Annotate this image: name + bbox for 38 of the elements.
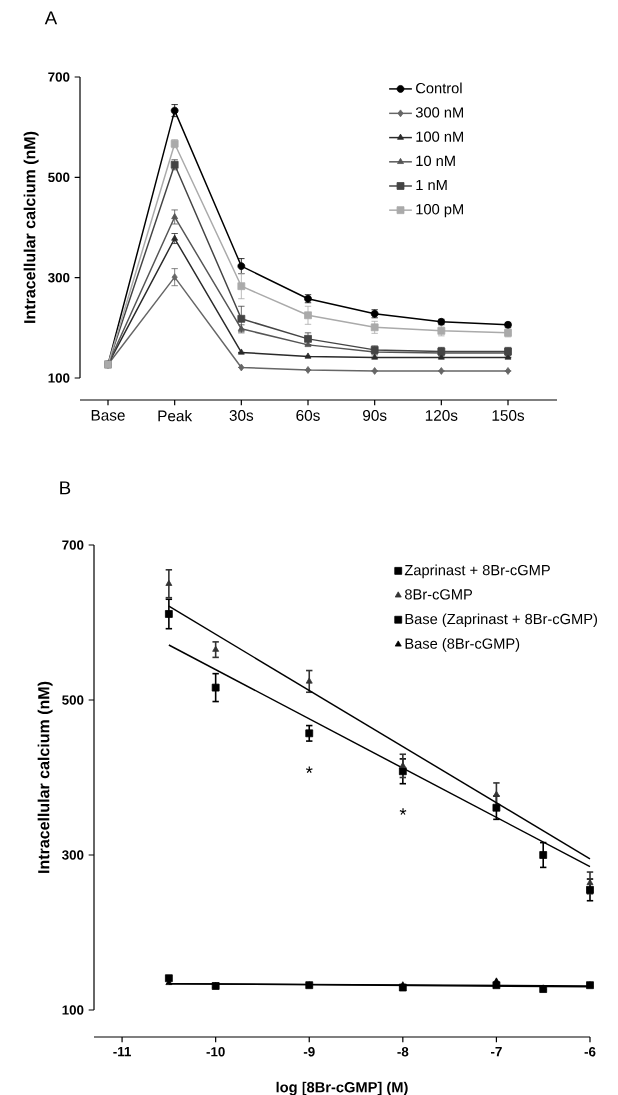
x-tick-label: -11	[113, 1047, 131, 1057]
x-tick-label: -9	[303, 1047, 315, 1057]
legend-label: Base (Zaprinast + 8Br-cGMP)	[405, 613, 598, 628]
x-tick-label: -8	[397, 1047, 409, 1057]
x-tick-label: -10	[206, 1047, 225, 1057]
y-tick-label: 700	[48, 72, 70, 82]
legend-label: 8Br-cGMP	[404, 589, 473, 600]
x-tick-label: 30s	[229, 410, 254, 421]
y-tick-label: 100	[62, 1005, 84, 1015]
y-axis-title: Intracellular calcium (nM)	[37, 681, 53, 873]
legend-label: 100 nM	[416, 131, 463, 142]
chart-title: B	[60, 481, 71, 495]
x-tick-label: Base	[91, 410, 125, 421]
x-tick-label: 90s	[363, 410, 387, 421]
annotation: *	[305, 766, 313, 773]
x-tick-label: Peak	[158, 410, 193, 422]
y-tick-label: 300	[62, 850, 84, 860]
legend-label: 1 nM	[416, 179, 447, 191]
legend-label: Base (8Br-cGMP)	[405, 638, 520, 652]
x-axis-title: log [8Br-cGMP] (M)	[276, 1081, 408, 1095]
x-tick-label: 120s	[425, 410, 458, 421]
x-tick-label: 60s	[296, 410, 320, 421]
legend-label: Control	[416, 82, 462, 94]
x-tick-label: -7	[491, 1047, 502, 1057]
y-tick-label: 100	[48, 373, 70, 383]
legend-label: 10 nM	[416, 155, 455, 167]
y-tick-label: 300	[48, 272, 70, 283]
x-tick-label: -6	[584, 1047, 596, 1057]
annotation: *	[399, 808, 407, 815]
y-tick-label: 700	[62, 540, 84, 550]
y-tick-label: 500	[62, 695, 84, 705]
chart-title: A	[44, 11, 58, 25]
y-axis-title: Intracellular calcium (nM)	[23, 131, 39, 323]
x-tick-label: 150s	[492, 410, 525, 421]
legend-label: 100 pM	[416, 204, 463, 218]
legend-label: Zaprinast + 8Br-cGMP	[404, 564, 550, 579]
legend-label: 300 nM	[415, 107, 463, 118]
y-tick-label: 500	[48, 172, 70, 183]
